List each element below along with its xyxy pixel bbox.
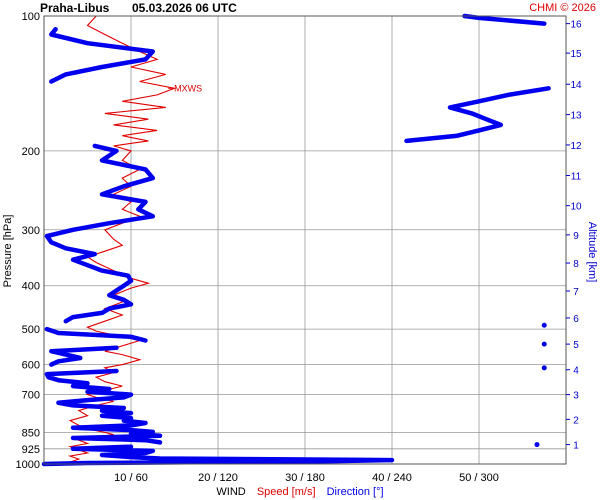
direction-point (541, 322, 547, 328)
wind-tick-label-20: 20 / 120 (198, 472, 238, 484)
altitude-tick-label-15: 15 (570, 49, 582, 60)
direction-line-segment (49, 26, 156, 84)
pressure-tick-label-200: 200 (22, 146, 40, 158)
grid-lines (44, 15, 566, 465)
wind-axis-label-speed: Speed [m/s] (257, 486, 316, 498)
wind-tick-label-50: 50 / 300 (459, 472, 499, 484)
altitude-tick-label-7: 7 (573, 287, 579, 298)
pressure-tick-label-400: 400 (22, 281, 40, 293)
altitude-tick-label-4: 4 (573, 366, 579, 377)
pressure-tick-label-300: 300 (22, 225, 40, 237)
wind-tick-label-30: 30 / 180 (285, 472, 325, 484)
wind-tick-label-40: 40 / 240 (372, 472, 412, 484)
station-name: Praha-Libus (40, 1, 110, 15)
wind-axis-label-wind: WIND (216, 486, 245, 498)
direction-series (41, 13, 551, 467)
pressure-tick-label-500: 500 (22, 324, 40, 336)
plot-frame (43, 15, 567, 465)
altitude-tick-label-8: 8 (573, 259, 579, 270)
sounding-datetime: 05.03.2026 06 UTC (132, 1, 237, 15)
altitude-tick-label-11: 11 (571, 171, 582, 182)
direction-point (534, 442, 540, 448)
altitude-tick-label-16: 16 (570, 20, 582, 31)
max-wind-speed-annotation: MXWS (174, 83, 202, 93)
direction-point (541, 365, 547, 371)
altitude-tick-label-14: 14 (570, 80, 582, 91)
pressure-tick-label-1000: 1000 (16, 459, 40, 471)
altitude-tick-label-10: 10 (570, 202, 582, 213)
direction-line-segment (41, 444, 395, 467)
pressure-tick-label-600: 600 (22, 360, 40, 372)
altitude-tick-label-13: 13 (570, 111, 582, 122)
direction-line-segment (49, 345, 119, 367)
altitude-axis-label: Altitude [km] (586, 222, 598, 283)
altitude-tick-label-6: 6 (573, 314, 579, 325)
direction-line-segment (44, 326, 148, 343)
altitude-tick-label-1: 1 (573, 441, 579, 452)
direction-line-segment (462, 13, 547, 26)
altitude-tick-label-3: 3 (573, 391, 579, 402)
wind-tick-label-10: 10 / 60 (114, 472, 148, 484)
altitude-tick-label-9: 9 (573, 231, 579, 242)
direction-line-segment (44, 368, 163, 445)
altitude-tick-label-5: 5 (573, 340, 579, 351)
pressure-tick-label-100: 100 (22, 11, 40, 23)
pressure-tick-label-925: 925 (22, 444, 40, 456)
pressure-tick-label-850: 850 (22, 427, 40, 439)
altitude-tick-label-12: 12 (570, 141, 582, 152)
wind-axis-label-direction: Direction [°] (327, 486, 384, 498)
credit-label: CHMI © 2026 (529, 2, 596, 14)
direction-line-segment (44, 143, 156, 324)
direction-point (541, 341, 547, 347)
altitude-tick-label-2: 2 (573, 415, 579, 426)
wind-axis-label: WIND Speed [m/s] Direction [°] (216, 486, 383, 498)
pressure-axis-label: Pressure [hPa] (2, 215, 14, 288)
direction-line-segment (404, 86, 551, 144)
pressure-tick-label-700: 700 (22, 390, 40, 402)
